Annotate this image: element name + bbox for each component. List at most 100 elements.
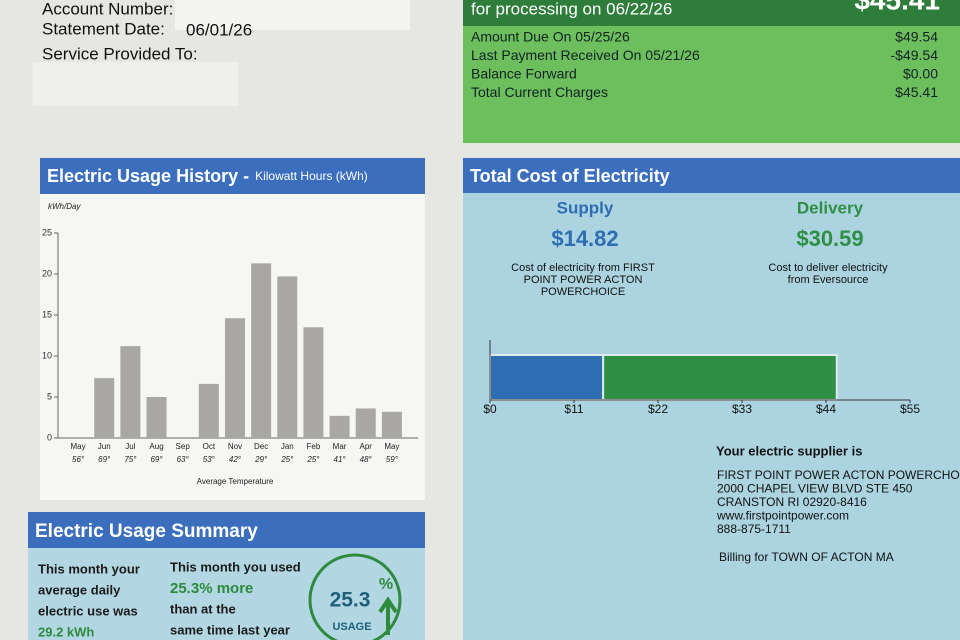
bar xyxy=(198,383,219,438)
series-description: POWERCHOICE xyxy=(541,286,625,298)
summary-header xyxy=(28,512,425,548)
x-tick-label: Nov xyxy=(228,442,242,451)
y-tick-label: 25 xyxy=(42,227,52,237)
bar xyxy=(251,263,272,438)
supplier-line: 2000 CHAPEL VIEW BLVD STE 450 xyxy=(717,482,913,496)
summary-right: This month you used xyxy=(170,559,301,574)
payment-rows: Amount Due On 05/25/26 $49.54 Last Payment… xyxy=(471,29,938,101)
summary-left: electric use was xyxy=(38,603,138,618)
redaction xyxy=(33,62,238,106)
y-tick-label: 10 xyxy=(42,350,52,360)
x-tick-label: Dec xyxy=(254,442,268,451)
account-label: Account Number: xyxy=(42,0,173,18)
x-tick-label: $22 xyxy=(648,402,668,416)
row-amount: $0.00 xyxy=(903,66,938,82)
redaction xyxy=(175,0,410,30)
y-tick-label: 20 xyxy=(42,268,52,278)
temperature-label: 25° xyxy=(306,455,320,464)
series-name: Delivery xyxy=(797,198,864,217)
x-tick-label: May xyxy=(384,442,399,451)
bar-segment xyxy=(489,354,605,401)
bar xyxy=(120,346,141,438)
supplier-line: CRANSTON RI 02920-8416 xyxy=(717,495,867,509)
usage-badge xyxy=(308,553,402,640)
x-tick-label: $55 xyxy=(900,402,920,416)
summary-text: This month your average daily electric use… xyxy=(38,559,301,639)
supplier-line: www.firstpointpower.com xyxy=(716,509,849,523)
temperature-label: 25° xyxy=(280,455,294,464)
row-label: Total Current Charges xyxy=(471,84,608,100)
y-tick-label: 5 xyxy=(47,391,52,401)
summary-left: This month your xyxy=(38,561,140,576)
badge-value: 25.3 xyxy=(330,589,371,612)
series-name: Supply xyxy=(557,198,614,217)
temperature-label: 63° xyxy=(177,455,190,464)
processing-date: for processing on 06/22/26 xyxy=(471,0,672,18)
temperature-label: 53° xyxy=(203,455,216,464)
supplier-line: 888-875-1711 xyxy=(717,522,791,536)
bar xyxy=(381,411,402,438)
x-tick-label: Oct xyxy=(203,442,216,451)
bar xyxy=(355,408,376,438)
bar xyxy=(277,276,298,438)
x-tick-label: Jan xyxy=(281,442,294,451)
row-label: Balance Forward xyxy=(471,66,577,82)
badge-label: USAGE xyxy=(332,621,371,633)
usage-title-text: Electric Usage History - xyxy=(47,166,249,186)
bar xyxy=(224,318,245,438)
x-tick-label: $11 xyxy=(564,402,583,416)
row-amount: $49.54 xyxy=(895,29,938,45)
billing-for: Billing for TOWN OF ACTON MA xyxy=(719,550,894,564)
row-label: Amount Due On 05/25/26 xyxy=(471,29,630,45)
series-description: from Eversource xyxy=(788,274,869,286)
x-tick-label: $44 xyxy=(816,402,836,416)
temperature-label: 69° xyxy=(150,455,163,464)
x-tick-label: Jul xyxy=(125,442,135,451)
y-tick-label: 0 xyxy=(47,432,52,442)
summary-right: than at the xyxy=(170,601,236,616)
temperature-label: 59° xyxy=(386,455,399,464)
usage-header xyxy=(40,158,425,194)
summary-title: Electric Usage Summary xyxy=(35,521,258,542)
x-tick-label: Feb xyxy=(307,442,321,451)
temperature-label: 42° xyxy=(229,455,242,464)
cost-title: Total Cost of Electricity xyxy=(470,166,670,186)
series-amount: $14.82 xyxy=(551,226,618,251)
temperature-label: 48° xyxy=(360,455,373,464)
statement-label: Statement Date: xyxy=(42,19,165,38)
summary-left: average daily xyxy=(38,582,121,597)
temperature-label: 29° xyxy=(254,455,268,464)
series-description: Cost to deliver electricity xyxy=(768,262,888,274)
temperature-label: 69° xyxy=(98,455,111,464)
supplier-heading: Your electric supplier is xyxy=(716,443,862,458)
series-description: POINT POWER ACTON xyxy=(524,274,643,286)
usage-title: Electric Usage History - Kilowatt Hours (… xyxy=(47,166,368,186)
row-amount: -$49.54 xyxy=(891,47,939,63)
summary-left: 29.2 kWh xyxy=(38,624,94,639)
summary-panel xyxy=(28,548,425,640)
bar xyxy=(329,415,350,438)
row-amount: $45.41 xyxy=(895,84,938,100)
x-tick-label: Sep xyxy=(176,442,191,451)
bar-segment xyxy=(602,354,838,401)
cost-chart: Supply $14.82 Cost of electricity from FIR… xyxy=(483,198,920,416)
temperature-label: 75° xyxy=(124,455,137,464)
total-due: $45.41 xyxy=(854,0,940,15)
temperature-label: 56° xyxy=(72,455,85,464)
payment-band xyxy=(463,0,960,26)
x-tick-label: Jun xyxy=(98,442,111,451)
summary-right: 25.3% more xyxy=(170,580,253,597)
service-label: Service Provided To: xyxy=(42,44,198,63)
badge-unit: % xyxy=(379,576,393,593)
x-tick-label: Mar xyxy=(333,442,347,451)
statement-date: 06/01/26 xyxy=(186,20,252,39)
x-tick-label: $0 xyxy=(483,402,497,416)
supplier-line: FIRST POINT POWER ACTON POWERCHOICE xyxy=(717,468,960,482)
cost-header xyxy=(463,158,960,193)
series-description: Cost of electricity from FIRST xyxy=(511,262,655,274)
x-tick-label: $33 xyxy=(732,402,752,416)
x-tick-label: May xyxy=(71,442,86,451)
bar xyxy=(94,378,115,438)
